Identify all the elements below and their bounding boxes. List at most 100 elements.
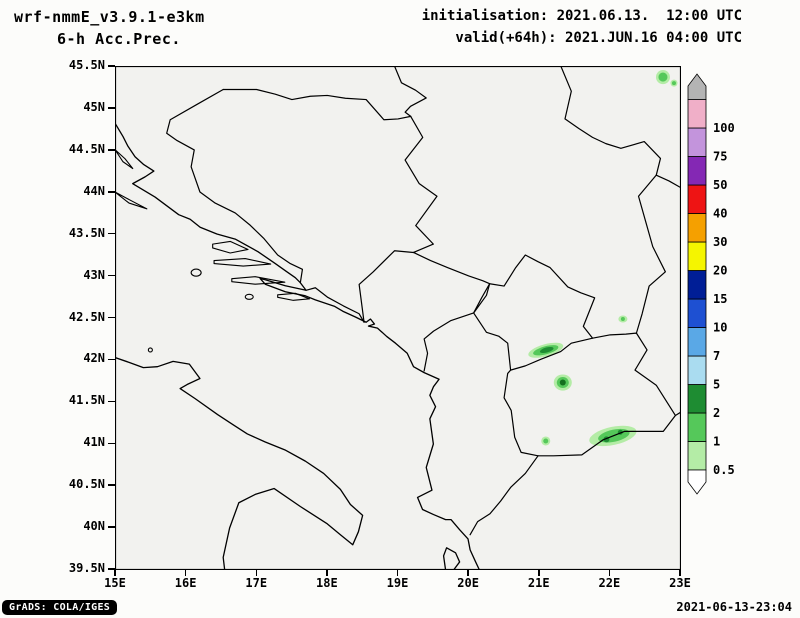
- x-tick-mark: [679, 570, 681, 576]
- precip-patch: [655, 70, 678, 87]
- colorbar-underflow-arrow: [687, 469, 707, 495]
- x-tick-mark: [326, 570, 328, 576]
- colorbar-level-label: 0.5: [713, 463, 735, 477]
- colorbar-svg: 0.5 1 2 5 7 10 15 20 30 40 50 75 100: [687, 73, 735, 495]
- colorbar-segment: [687, 213, 707, 243]
- colorbar-segment: [687, 412, 707, 442]
- y-tick-mark: [108, 316, 115, 319]
- x-tick-label: 16E: [174, 576, 197, 590]
- x-tick-label: 21E: [527, 576, 550, 590]
- x-tick-mark: [467, 570, 469, 576]
- product-title: 6-h Acc.Prec.: [57, 30, 181, 48]
- x-tick-label: 20E: [457, 576, 479, 590]
- colorbar-overflow-arrow: [687, 73, 707, 100]
- map-svg: [115, 66, 681, 570]
- colorbar-level-label: 100: [713, 121, 735, 135]
- border-croatia-serbia: [393, 66, 427, 118]
- coastline-east-adriatic: [115, 122, 481, 570]
- adriatic-islands: [115, 149, 311, 353]
- y-tick-label: 41N: [83, 435, 105, 450]
- colorbar-over-segment: [687, 99, 707, 129]
- init-time-label: initialisation: 2021.06.13. 12:00 UTC: [421, 8, 742, 24]
- colorbar-segment: [687, 241, 707, 271]
- colorbar-level-label: 1: [713, 435, 720, 449]
- model-title: wrf-nmmE_v3.9.1-e3km: [14, 8, 205, 26]
- x-tick-mark: [184, 570, 187, 576]
- coastline-italy: [115, 356, 364, 570]
- y-tick-mark: [108, 358, 115, 361]
- y-tick-mark: [108, 65, 115, 67]
- x-tick-label: 22E: [598, 576, 621, 590]
- colorbar-segment: [687, 156, 707, 186]
- precip-patch: [618, 315, 628, 323]
- colorbar-level-label: 50: [713, 178, 727, 192]
- precip-patch: [541, 436, 551, 446]
- x-tick-label: 15E: [104, 576, 126, 590]
- colorbar-level-label: 2: [713, 406, 720, 420]
- border-serbia-bulgaria: [635, 174, 666, 334]
- border-kosovo: [473, 254, 596, 371]
- colorbar-segment: [687, 270, 707, 300]
- map-background: [115, 66, 681, 570]
- colorbar-segment: [687, 327, 707, 357]
- y-tick-mark: [108, 484, 115, 486]
- x-tick-mark: [255, 570, 257, 576]
- x-tick-label: 23E: [669, 576, 691, 590]
- x-tick-mark: [396, 570, 399, 576]
- valid-time-label: valid(+64h): 2021.JUN.16 04:00 UTC: [455, 30, 742, 46]
- y-tick-mark: [108, 400, 115, 403]
- y-tick-label: 42N: [83, 351, 105, 366]
- border-north-macedonia: [503, 332, 676, 457]
- island-corfu: [442, 547, 461, 570]
- colorbar-level-label: 30: [713, 235, 727, 249]
- grads-credit-badge: GrADS: COLA/IGES: [2, 600, 118, 615]
- y-tick-mark: [108, 107, 115, 109]
- precip-patch: [553, 374, 572, 391]
- colorbar-segment: [687, 384, 707, 414]
- y-tick-mark: [108, 191, 115, 193]
- colorbar: 0.5 1 2 5 7 10 15 20 30 40 50 75 100: [686, 70, 766, 550]
- colorbar-segment: [687, 127, 707, 157]
- y-tick-label: 43.5N: [68, 225, 105, 240]
- y-tick-mark: [108, 232, 115, 235]
- y-tick-mark: [108, 526, 115, 528]
- border-bosnia-montenegro: [358, 250, 415, 323]
- y-tick-label: 44N: [83, 183, 105, 198]
- x-tick-mark: [608, 570, 611, 576]
- x-tick-mark: [114, 570, 116, 576]
- colorbar-level-label: 15: [713, 292, 727, 306]
- map-plot-area: 15E 16E 17E 18E 19E 20E 21E 22E 23E 39.5N 40N 40.5N…: [69, 58, 691, 590]
- y-tick-label: 41.5N: [68, 393, 105, 408]
- border-serbia-romania: [560, 66, 681, 189]
- x-tick-mark: [538, 570, 540, 576]
- x-tick-label: 18E: [316, 576, 338, 590]
- colorbar-segment: [687, 355, 707, 385]
- colorbar-level-label: 10: [713, 321, 727, 335]
- border-bosnia-north: [222, 88, 412, 121]
- border-croatia-bosnia: [166, 88, 365, 323]
- colorbar-level-label: 5: [713, 378, 720, 392]
- border-montenegro: [412, 251, 491, 372]
- y-tick-label: 45N: [83, 99, 105, 114]
- y-tick-label: 44.5N: [68, 141, 105, 156]
- coastlines: [115, 122, 481, 570]
- colorbar-level-label: 7: [713, 349, 720, 363]
- y-tick-mark: [108, 149, 115, 151]
- y-tick-label: 39.5N: [68, 561, 105, 575]
- country-borders: [166, 66, 681, 536]
- y-tick-label: 43N: [83, 267, 105, 282]
- y-tick-label: 45.5N: [68, 58, 105, 72]
- x-tick-label: 19E: [386, 576, 409, 590]
- y-tick-mark: [108, 274, 115, 277]
- y-tick-mark: [108, 442, 115, 444]
- colorbar-level-label: 40: [713, 207, 727, 221]
- colorbar-segment: [687, 298, 707, 328]
- colorbar-level-label: 75: [713, 150, 727, 164]
- creation-timestamp: 2021-06-13-23:04: [676, 600, 792, 614]
- colorbar-segment: [687, 184, 707, 214]
- border-bosnia-serbia: [404, 115, 438, 254]
- y-tick-label: 40.5N: [68, 477, 105, 492]
- y-tick-label: 40N: [83, 519, 105, 534]
- y-tick-label: 42.5N: [68, 309, 105, 324]
